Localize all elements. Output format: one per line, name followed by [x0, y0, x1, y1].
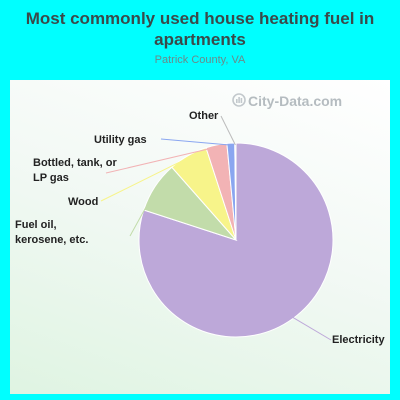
leader-line [129, 187, 158, 237]
leader-line [105, 146, 217, 174]
slice-label: Utility gas [94, 134, 147, 146]
slice-label: Other [189, 110, 219, 122]
watermark-text: City-Data.com [248, 93, 343, 109]
slice-label: Wood [68, 196, 98, 208]
slice-label: Bottled, tank, or LP gas [33, 157, 117, 184]
leader-line [100, 157, 190, 202]
leader-line [220, 115, 236, 146]
chart-subtitle: Patrick County, VA [154, 54, 246, 66]
chart-title: Most commonly used house heating fuel in… [25, 9, 375, 49]
leader-line [291, 316, 332, 341]
slice-label: Fuel oil, kerosene, etc. [15, 219, 88, 246]
leader-line [160, 138, 231, 146]
slice-label: Electricity [332, 334, 385, 346]
watermark-icon [232, 93, 246, 107]
